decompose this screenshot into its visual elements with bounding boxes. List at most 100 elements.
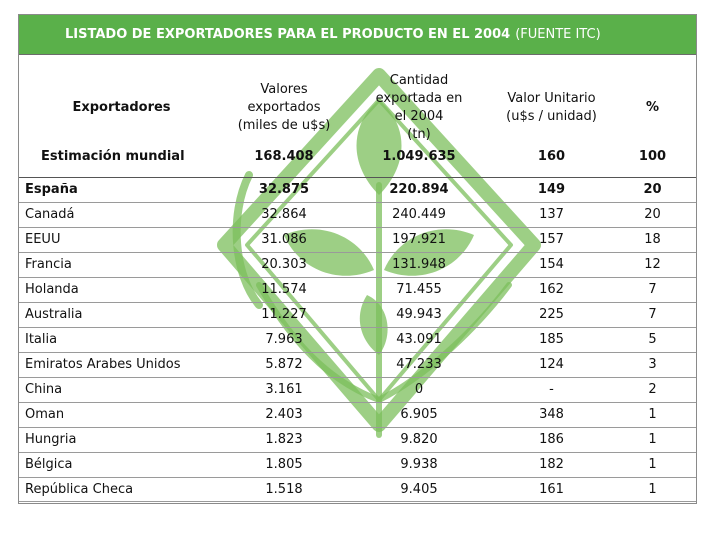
table-row: China 3.161 0 - 2 [19,377,696,402]
row-cantidad: 49.943 [396,307,442,322]
header-valores-line-3: (miles de u$s) [237,117,331,133]
table-row: Francia 20.303 131.948 154 12 [19,252,696,277]
row-valores: 20.303 [261,257,307,272]
world-valor-unitario: 160 [537,149,566,164]
row-valor-unitario: - [549,382,554,397]
header-cantidad-line-2: exportada en [375,90,463,106]
row-porcentaje: 18 [644,232,661,247]
row-cantidad: 9.405 [400,482,438,497]
row-porcentaje: 20 [643,182,662,197]
row-porcentaje: 1 [648,432,657,447]
row-valor-unitario: 225 [539,307,564,322]
row-valores: 11.227 [261,307,307,322]
table-bottom-rule [19,501,696,502]
row-porcentaje: 7 [648,307,657,322]
row-valores: 1.805 [265,457,303,472]
row-pais: Emiratos Arabes Unidos [25,357,181,372]
row-cantidad: 131.948 [392,257,446,272]
row-valor-unitario: 186 [539,432,564,447]
row-porcentaje: 3 [648,357,657,372]
row-cantidad: 240.449 [392,207,446,222]
row-valor-unitario: 149 [537,182,566,197]
row-porcentaje: 2 [648,382,657,397]
row-pais: Oman [25,407,65,422]
table-row: EEUU 31.086 197.921 157 18 [19,227,696,252]
row-cantidad: 9.938 [400,457,438,472]
export-table-slide: LISTADO DE EXPORTADORES PARA EL PRODUCTO… [18,14,697,504]
row-valor-unitario: 124 [539,357,564,372]
row-valor-unitario: 161 [539,482,564,497]
table-row: España 32.875 220.894 149 20 [19,177,696,202]
row-pais: Bélgica [25,457,73,472]
row-valor-unitario: 162 [539,282,564,297]
row-porcentaje: 5 [648,332,657,347]
row-pais: EEUU [25,232,61,247]
table-row: Canadá 32.864 240.449 137 20 [19,202,696,227]
row-cantidad: 0 [414,382,424,397]
row-cantidad: 9.820 [400,432,438,447]
row-pais: Italia [25,332,58,347]
row-valores: 1.518 [265,482,303,497]
table-title: LISTADO DE EXPORTADORES PARA EL PRODUCTO… [19,15,696,55]
header-valor-unitario: Valor Unitario (u$s / unidad) [494,55,609,160]
table-row: Bélgica 1.805 9.938 182 1 [19,452,696,477]
header-exportadores-label: Exportadores [72,99,171,115]
row-pais: Canadá [25,207,75,222]
row-porcentaje: 20 [644,207,661,222]
row-cantidad: 6.905 [400,407,438,422]
row-cantidad: 71.455 [396,282,442,297]
row-valor-unitario: 182 [539,457,564,472]
table-row: Hungria 1.823 9.820 186 1 [19,427,696,452]
row-porcentaje: 1 [648,407,657,422]
row-porcentaje: 12 [644,257,661,272]
row-pais: Francia [25,257,72,272]
header-valor-unitario-line-2: (u$s / unidad) [506,108,597,124]
row-pais: España [25,182,78,197]
table-row: Italia 7.963 43.091 185 5 [19,327,696,352]
row-porcentaje: 1 [648,457,657,472]
row-cantidad: 43.091 [396,332,442,347]
row-valor-unitario: 157 [539,232,564,247]
header-cantidad: Cantidad exportada en el 2004 (tn) [344,55,494,160]
header-exportadores: Exportadores [19,55,224,160]
header-valores-line-2: exportados [247,99,321,115]
header-valores-line-1: Valores [260,81,308,97]
header-cantidad-line-4: (tn) [407,126,431,142]
world-valores: 168.408 [254,149,314,164]
row-pais: Holanda [25,282,79,297]
table-row: Holanda 11.574 71.455 162 7 [19,277,696,302]
row-porcentaje: 7 [648,282,657,297]
header-porcentaje-label: % [645,99,660,115]
row-valor-unitario: 348 [539,407,564,422]
row-cantidad: 197.921 [392,232,446,247]
header-valor-unitario-line-1: Valor Unitario [507,90,596,106]
row-pais: Hungria [25,432,77,447]
table-row: República Checa 1.518 9.405 161 1 [19,477,696,502]
row-valores: 3.161 [265,382,303,397]
row-valor-unitario: 137 [539,207,564,222]
header-valores: Valores exportados (miles de u$s) [224,55,344,160]
table-row: Emiratos Arabes Unidos 5.872 47.233 124 … [19,352,696,377]
row-valores: 31.086 [261,232,307,247]
row-valores: 11.574 [261,282,307,297]
row-valores: 32.864 [261,207,307,222]
row-valores: 2.403 [265,407,303,422]
title-main: LISTADO DE EXPORTADORES PARA EL PRODUCTO… [65,27,511,42]
header-cantidad-line-1: Cantidad [389,72,449,88]
table-row: Australia 11.227 49.943 225 7 [19,302,696,327]
world-estimate-row: Estimación mundial 168.408 1.049.635 160… [19,145,696,170]
row-pais: República Checa [25,482,134,497]
row-valor-unitario: 185 [539,332,564,347]
row-valores: 1.823 [265,432,303,447]
row-valores: 32.875 [258,182,310,197]
world-cantidad: 1.049.635 [382,149,456,164]
row-pais: Australia [25,307,83,322]
header-cantidad-line-3: el 2004 [394,108,444,124]
title-source-note: (FUENTE ITC) [515,27,601,42]
row-porcentaje: 1 [648,482,657,497]
row-pais: China [25,382,63,397]
world-porcentaje: 100 [638,149,667,164]
row-cantidad: 47.233 [396,357,442,372]
row-valores: 5.872 [265,357,303,372]
header-porcentaje: % [609,55,696,160]
